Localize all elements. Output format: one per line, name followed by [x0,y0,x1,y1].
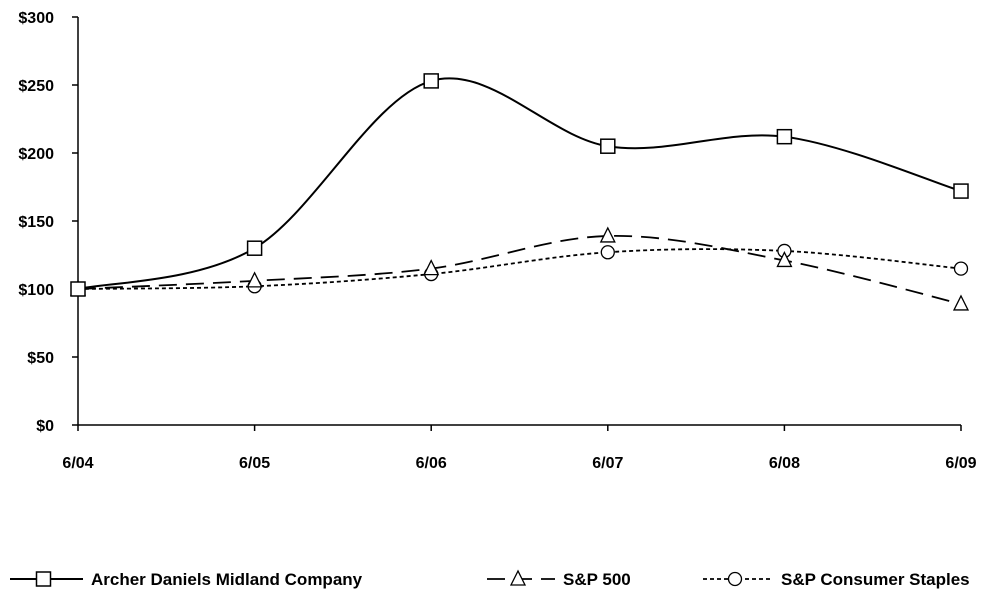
data-point-square [70,281,86,297]
data-point-triangle [952,294,970,311]
axes [77,17,961,426]
legend-label: Archer Daniels Midland Company [91,570,363,589]
legend-label: S&P Consumer Staples [781,570,970,589]
y-tick-label: $150 [18,214,54,231]
legend-item: S&P Consumer Staples [703,570,970,589]
x-tick-label: 6/05 [239,455,270,472]
data-point-square [246,240,263,256]
y-tick-label: $200 [18,146,54,163]
legend-marker-triangle [509,569,527,586]
data-point-square [423,73,439,89]
x-axis-ticks: 6/04 6/05 6/06 6/07 6/08 6/09 [62,425,977,472]
series-line [77,77,962,290]
legend-marker-square [35,571,52,587]
series-line [77,235,962,305]
data-point-square [776,128,793,145]
x-tick-label: 6/08 [769,455,800,472]
legend-marker-circle [727,571,743,587]
data-point-circle [953,261,969,276]
x-tick-label: 6/06 [416,455,447,472]
y-tick-label: $250 [18,78,54,95]
data-point-circle [600,245,615,260]
y-tick-label: $50 [27,350,54,367]
series-group [70,73,969,297]
data-point-triangle [423,259,440,276]
series-line [77,248,962,290]
series-layer [69,73,970,311]
legend: Archer Daniels Midland Company S&P 500 S&P… [10,569,970,589]
legend-item: S&P 500 [487,569,631,589]
y-axis-ticks: $0 $50 $100 $150 $200 $250 $300 [18,10,78,435]
series-group [70,243,969,297]
legend-label: S&P 500 [563,570,631,589]
y-tick-label: $0 [36,418,54,435]
data-point-square [600,138,616,154]
y-tick-label: $300 [18,10,54,27]
x-tick-label: 6/09 [945,455,976,472]
y-tick-label: $100 [18,282,54,299]
data-point-triangle [776,250,793,268]
data-point-triangle [599,226,616,243]
data-point-triangle [246,271,263,288]
data-point-square [953,183,969,199]
legend-item: Archer Daniels Midland Company [10,570,363,589]
x-tick-label: 6/07 [592,455,623,472]
x-tick-label: 6/04 [62,455,93,472]
